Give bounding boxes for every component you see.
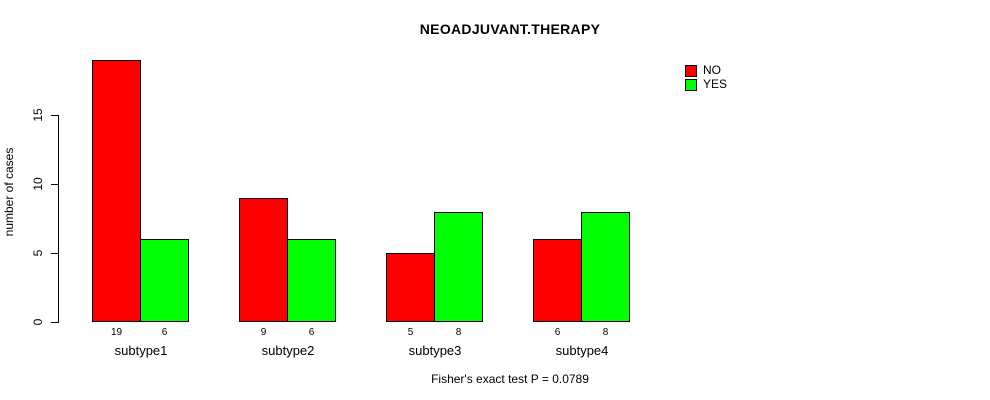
y-tick	[51, 322, 58, 323]
category-label: subtype2	[261, 343, 315, 358]
legend-item-yes: YES	[685, 78, 727, 91]
y-tick	[51, 253, 58, 254]
y-tick-label: 15	[31, 108, 45, 122]
y-axis-label: number of cases	[2, 147, 16, 237]
category-label: subtype4	[555, 343, 609, 358]
bar-value-label: 19	[110, 327, 123, 338]
category-label: subtype3	[408, 343, 462, 358]
legend-item-no: NO	[685, 64, 727, 77]
legend-label-no: NO	[703, 63, 721, 77]
bar-no-subtype2	[239, 198, 288, 322]
chart-title: NEOADJUVANT.THERAPY	[419, 21, 601, 37]
bar-value-label: 9	[260, 327, 267, 338]
bar-value-label: 6	[161, 327, 168, 338]
bar-value-label: 8	[602, 327, 609, 338]
bar-value-label: 8	[455, 327, 462, 338]
y-axis	[58, 115, 59, 323]
y-tick-label: 5	[31, 249, 45, 257]
y-tick	[51, 115, 58, 116]
category-label: subtype1	[114, 343, 168, 358]
bar-no-subtype3	[386, 253, 435, 322]
y-tick	[51, 184, 58, 185]
annotation-text: Fisher's exact test P = 0.0789	[431, 372, 589, 386]
bar-yes-subtype4	[581, 212, 630, 322]
y-tick-label: 0	[31, 318, 45, 326]
bar-value-label: 6	[554, 327, 561, 338]
bar-yes-subtype2	[287, 239, 336, 322]
bar-no-subtype1	[92, 60, 141, 322]
bar-no-subtype4	[533, 239, 582, 322]
y-tick-label: 10	[31, 177, 45, 191]
legend-swatch-no	[685, 64, 697, 77]
legend-swatch-yes	[685, 78, 697, 91]
legend: NO YES	[685, 64, 727, 92]
bar-value-label: 5	[407, 327, 414, 338]
bar-yes-subtype3	[434, 212, 483, 322]
bar-yes-subtype1	[140, 239, 189, 322]
bar-value-label: 6	[308, 327, 315, 338]
legend-label-yes: YES	[703, 77, 728, 91]
